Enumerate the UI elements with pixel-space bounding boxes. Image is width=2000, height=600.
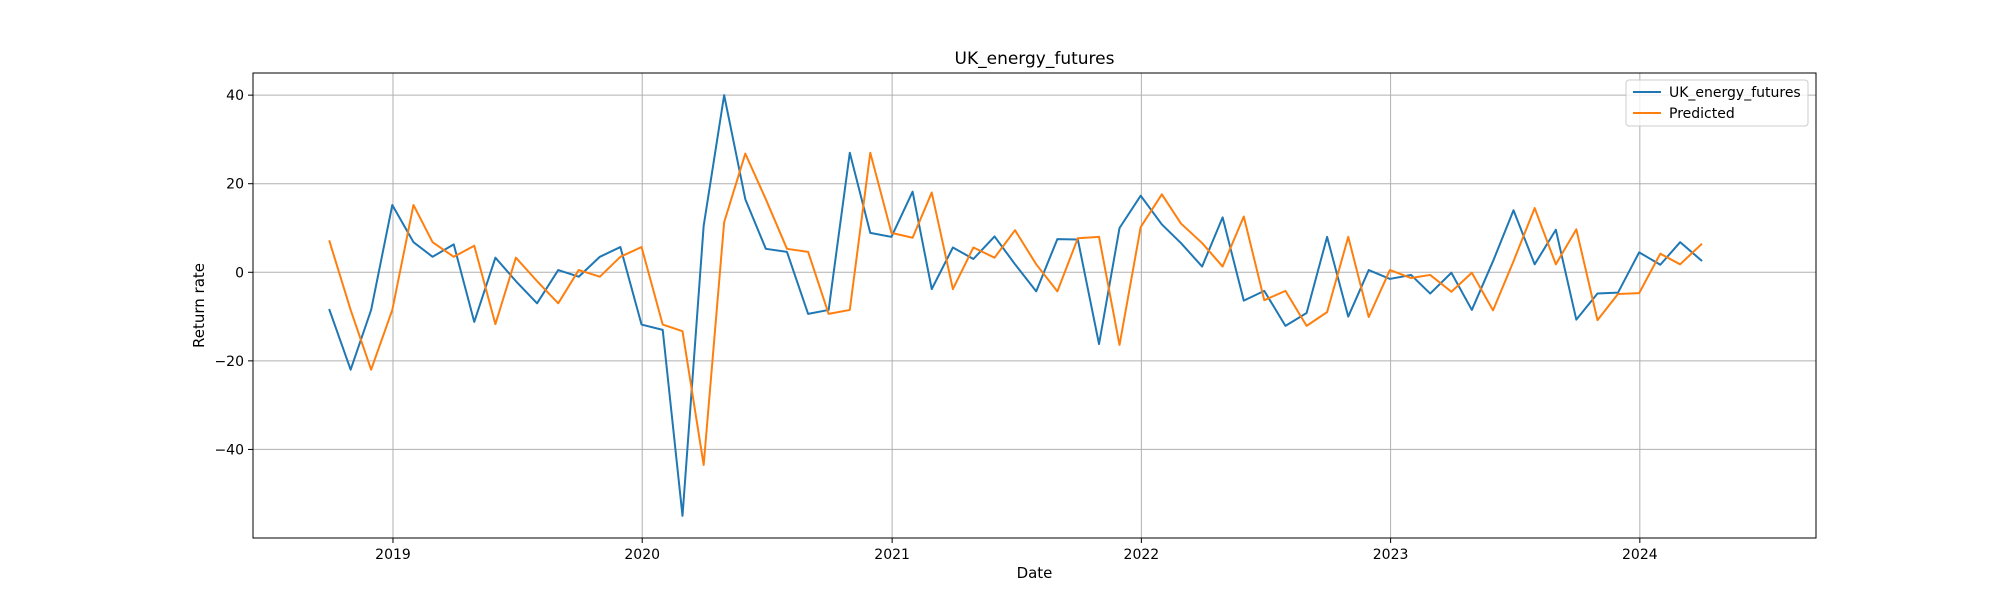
y-tick-label: 40 (226, 88, 244, 104)
y-axis-ticks: 40 20 0 −20 −40 (214, 88, 253, 458)
legend-label-predicted: Predicted (1669, 106, 1735, 122)
x-axis-ticks: 2019 2020 2021 2022 2023 2024 (375, 538, 1658, 563)
x-axis-label: Date (1017, 564, 1053, 582)
y-tick-label: −40 (214, 442, 244, 458)
series-layer (328, 94, 1703, 517)
x-tick-label: 2023 (1373, 547, 1409, 563)
chart-title: UK_energy_futures (955, 49, 1115, 69)
x-tick-label: 2022 (1124, 547, 1160, 563)
grid-layer (253, 73, 1816, 538)
legend: UK_energy_futures Predicted (1625, 79, 1809, 127)
y-axis-label: Return rate (190, 263, 208, 348)
x-tick-label: 2024 (1622, 547, 1658, 563)
series-line-predicted (328, 151, 1703, 466)
x-tick-label: 2019 (375, 547, 411, 563)
legend-label-uk-energy-futures: UK_energy_futures (1669, 85, 1801, 101)
series-line-uk-energy-futures (328, 94, 1703, 517)
y-tick-label: 0 (235, 265, 244, 281)
legend-box (1625, 79, 1809, 127)
x-tick-label: 2021 (874, 547, 910, 563)
y-tick-label: 20 (226, 177, 244, 193)
plot-area-frame (252, 72, 1817, 539)
y-tick-label: −20 (214, 354, 244, 370)
x-tick-label: 2020 (624, 547, 660, 563)
